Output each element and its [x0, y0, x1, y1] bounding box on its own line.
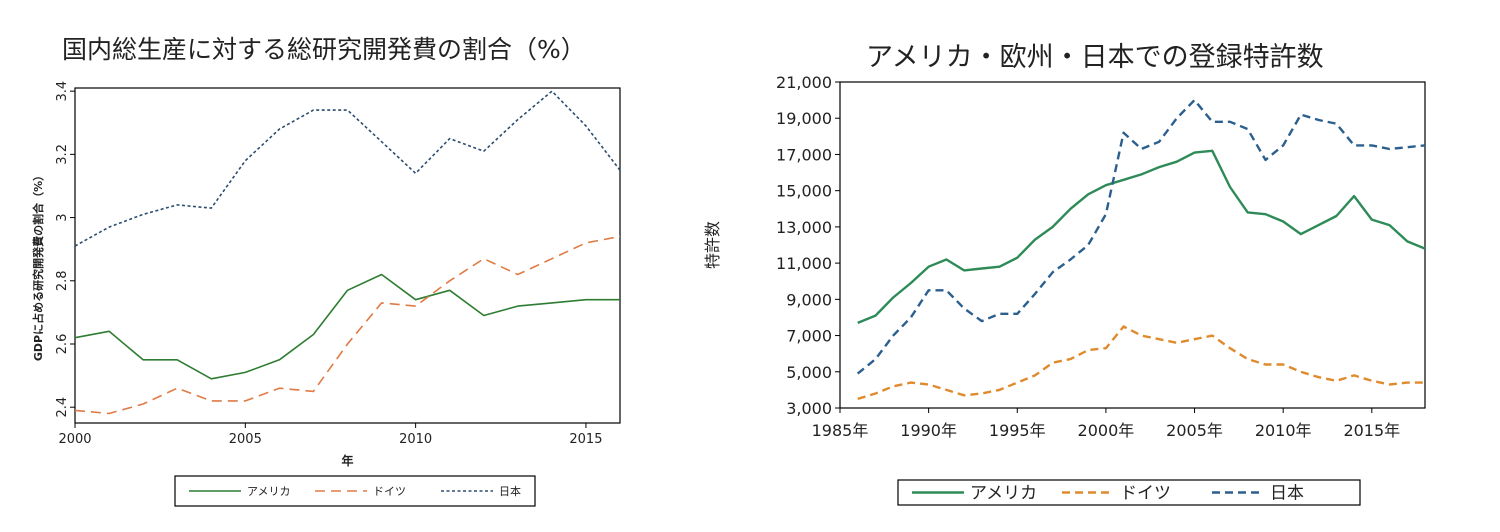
- y-tick-label: 2.4: [55, 397, 70, 418]
- y-tick-label: 21,000: [776, 73, 832, 92]
- y-tick-label: 3.4: [55, 81, 70, 102]
- legend-label-0: アメリカ: [247, 485, 290, 498]
- x-tick-label: 2005: [229, 432, 262, 447]
- y-axis-label: 特許数: [703, 221, 722, 269]
- legend-label-0: アメリカ: [970, 484, 1037, 504]
- left-chart-panel: 国内総生産に対する総研究開発費の割合（%） 2.4 2.6 2.8 3 3.2 3.4 20…: [0, 0, 700, 532]
- legend-label-1: ドイツ: [373, 485, 406, 498]
- x-tick-label: 1990年: [900, 421, 957, 440]
- x-tick-label: 2010年: [1255, 421, 1312, 440]
- x-tick-label: 2000年: [1078, 421, 1135, 440]
- y-tick-label: 19,000: [776, 109, 832, 128]
- series-line-1: [857, 325, 1425, 401]
- right-chart-canvas: 3,000 5,000 7,000 9,000 11,000 13,000 15,000 17…: [703, 73, 1426, 506]
- y-tick-label: 2.6: [55, 334, 70, 355]
- legend-label-1: ドイツ: [1120, 484, 1171, 504]
- series-line-2: [74, 90, 621, 247]
- y-tick-label: 3: [55, 213, 70, 221]
- x-axis-label: 年: [341, 453, 353, 468]
- y-axis-label: GDPに占める研究開発費の割合（%）: [31, 170, 45, 361]
- plot-area-frame: [839, 81, 1426, 409]
- y-tick-label: 3.2: [55, 144, 70, 165]
- y-tick-label: 11,000: [776, 254, 832, 273]
- y-tick-label: 5,000: [786, 363, 832, 382]
- y-tick-label: 13,000: [776, 218, 832, 237]
- y-tick-label: 7,000: [786, 327, 832, 346]
- right-chart-title: アメリカ・欧州・日本での登録特許数: [866, 42, 1324, 73]
- series-line-2: [856, 98, 1426, 375]
- series-line-1: [74, 235, 621, 415]
- y-tick-label: 2.8: [55, 270, 70, 291]
- x-tick-label: 2000: [58, 432, 91, 447]
- x-tick-label: 1995年: [989, 421, 1046, 440]
- y-tick-label: 17,000: [776, 145, 832, 164]
- x-tick-label: 2010: [399, 432, 432, 447]
- y-tick-label: 15,000: [776, 182, 832, 201]
- series-line-0: [857, 149, 1426, 325]
- x-tick-label: 2005年: [1166, 421, 1223, 440]
- left-chart-canvas: 2.4 2.6 2.8 3 3.2 3.4 2000 2005 2010 2015 年 GDPに占める…: [31, 81, 621, 507]
- legend-label-2: 日本: [499, 484, 521, 498]
- x-tick-label: 2015: [569, 432, 602, 447]
- legend-label-2: 日本: [1270, 484, 1304, 504]
- y-tick-label: 3,000: [786, 399, 832, 418]
- y-tick-label: 9,000: [786, 290, 832, 309]
- legend-box: [897, 479, 1361, 506]
- left-chart-title: 国内総生産に対する総研究開発費の割合（%）: [62, 35, 586, 64]
- right-chart-panel: アメリカ・欧州・日本での登録特許数 3,000 5,000 7,000 9,000 11…: [700, 0, 1500, 532]
- plot-area-frame: [74, 87, 621, 424]
- series-line-0: [74, 273, 620, 380]
- x-tick-label: 1985年: [812, 421, 869, 440]
- x-tick-label: 2015年: [1343, 421, 1400, 440]
